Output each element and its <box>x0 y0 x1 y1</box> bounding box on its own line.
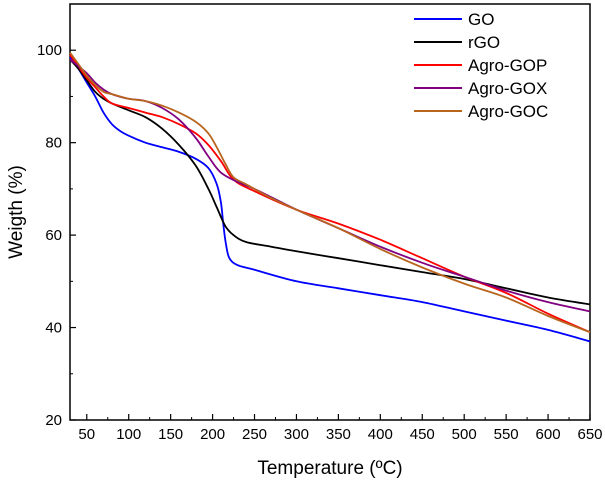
legend-label-agro-goc: Agro-GOC <box>468 102 548 121</box>
x-tick-label: 250 <box>242 426 267 443</box>
y-tick-labels: 20 40 60 80 100 <box>37 42 62 429</box>
x-tick-label: 50 <box>78 426 95 443</box>
plot-frame <box>69 3 591 421</box>
series-lines <box>69 51 591 343</box>
y-tick-label: 80 <box>45 135 62 152</box>
series-line-go <box>69 56 591 343</box>
y-axis-title: Weigth (%) <box>6 165 27 259</box>
x-tick-label: 650 <box>577 426 602 443</box>
x-tick-label: 450 <box>410 426 435 443</box>
y-tick-label: 60 <box>45 227 62 244</box>
x-tick-label: 350 <box>326 426 351 443</box>
legend-label-rgo: rGO <box>468 33 500 52</box>
y-tick-label: 100 <box>37 42 62 59</box>
legend-label-agro-gop: Agro-GOP <box>468 56 547 75</box>
x-tick-label: 500 <box>452 426 477 443</box>
series-line-agro-gox <box>69 58 591 313</box>
x-tick-label: 100 <box>116 426 141 443</box>
x-tick-label: 400 <box>368 426 393 443</box>
x-tick-label: 600 <box>536 426 561 443</box>
legend-label-go: GO <box>468 10 494 29</box>
x-axis-title: Temperature (ºC) <box>257 458 402 479</box>
legend: GO rGO Agro-GOP Agro-GOX Agro-GOC <box>414 10 548 121</box>
series-line-agro-goc <box>69 51 591 334</box>
series-line-agro-gop <box>69 54 591 334</box>
x-tick-label: 550 <box>494 426 519 443</box>
plot-border <box>69 3 591 421</box>
y-tick-label: 20 <box>45 412 62 429</box>
series-line-rgo <box>69 58 591 306</box>
x-tick-labels: 50 100 150 200 250 300 350 400 450 500 550 600 650 <box>78 426 602 443</box>
axis-ticks <box>70 49 591 421</box>
x-tick-label: 200 <box>200 426 225 443</box>
x-tick-label: 150 <box>158 426 183 443</box>
y-tick-label: 40 <box>45 320 62 337</box>
legend-label-agro-gox: Agro-GOX <box>468 79 547 98</box>
x-tick-label: 300 <box>284 426 309 443</box>
